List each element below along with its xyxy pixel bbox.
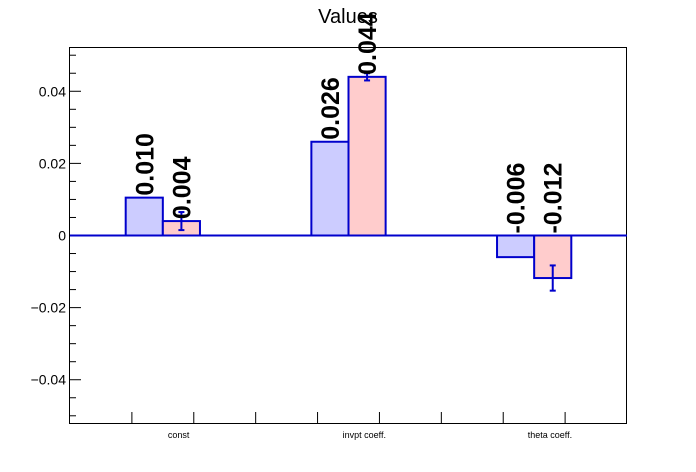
x-category-label: theta coeff. bbox=[528, 430, 572, 440]
y-tick-label: −0.02 bbox=[31, 300, 67, 316]
x-axis: const invpt coeff. theta coeff. bbox=[131, 412, 572, 440]
bar-group bbox=[124, 75, 573, 280]
data-label: -0.012 bbox=[540, 163, 568, 234]
chart-title: Values bbox=[318, 6, 378, 28]
error-bar-group bbox=[178, 72, 556, 292]
bar bbox=[496, 234, 536, 259]
y-axis: −0.04 −0.02 0 0.02 0.04 bbox=[31, 54, 81, 417]
data-label: 0.026 bbox=[317, 77, 345, 140]
data-label: 0.004 bbox=[168, 156, 196, 219]
bar bbox=[347, 75, 387, 237]
x-category-label: invpt coeff. bbox=[343, 430, 386, 440]
x-category-label: const bbox=[168, 430, 190, 440]
y-tick-label: −0.04 bbox=[31, 372, 67, 388]
data-label: 0.010 bbox=[131, 133, 159, 196]
y-tick-label: 0.04 bbox=[39, 83, 66, 99]
data-label: -0.006 bbox=[503, 163, 531, 234]
data-label-group: 0.010 0.026 -0.006 0.004 0.044 -0.012 bbox=[131, 12, 567, 233]
y-tick-label: 0.02 bbox=[39, 155, 66, 171]
bar bbox=[310, 140, 350, 237]
y-tick-label: 0 bbox=[58, 228, 66, 244]
bar bbox=[124, 196, 164, 237]
data-label: 0.044 bbox=[354, 12, 382, 75]
